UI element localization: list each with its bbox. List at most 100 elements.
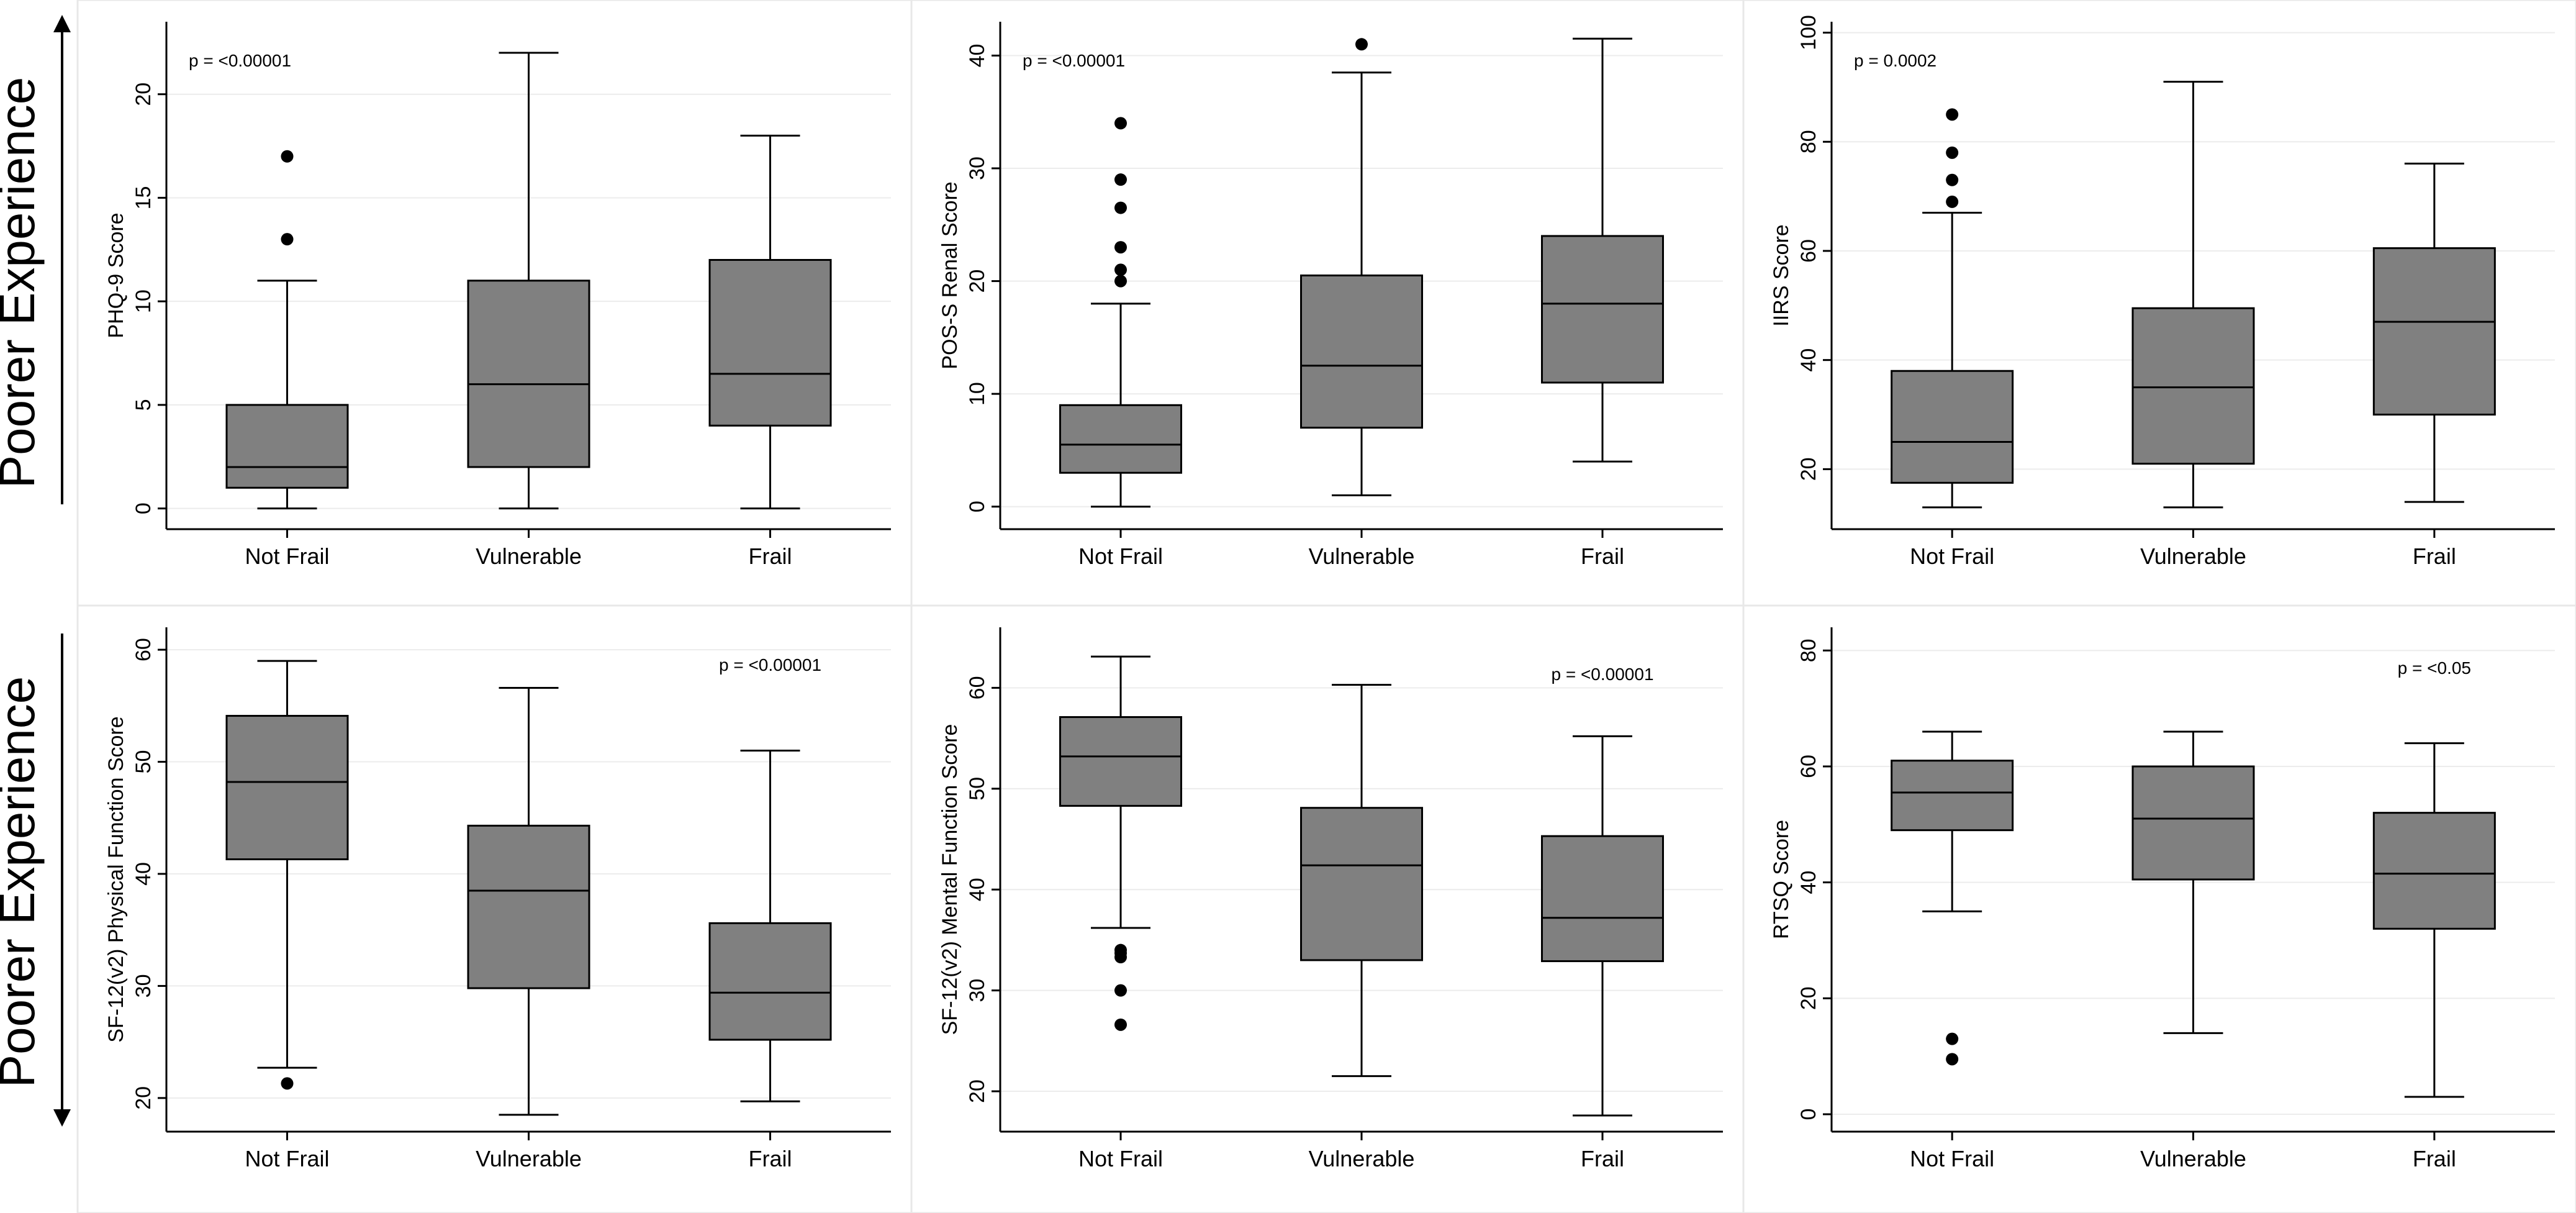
y-tick-label: 50	[965, 777, 989, 801]
x-category-label: Not Frail	[1910, 543, 1994, 569]
outlier-point	[1114, 984, 1127, 997]
y-tick-label: 10	[965, 382, 989, 406]
box-not-frail	[1059, 655, 1182, 1031]
x-category-label: Not Frail	[1910, 1146, 1994, 1171]
box-vulnerable	[1300, 38, 1423, 497]
y-tick-label: 60	[965, 676, 989, 700]
y-tick-label: 40	[132, 862, 155, 886]
box-not-frail	[1891, 108, 2014, 509]
y-tick-label: 40	[965, 44, 989, 68]
x-category-label: Vulnerable	[476, 1146, 582, 1171]
p-value-label: p = <0.00001	[719, 655, 821, 675]
box-not-frail	[225, 660, 349, 1090]
y-axis-title: RTSQ Score	[1769, 820, 1793, 939]
outlier-point	[281, 150, 294, 163]
y-tick-label: 20	[965, 1079, 989, 1103]
iqr-box	[2131, 307, 2255, 465]
box-frail	[2372, 742, 2496, 1098]
outlier-point	[1114, 943, 1127, 956]
side-annotation-bottom: Poorer Experience	[0, 634, 71, 1127]
y-tick-label: 0	[132, 502, 155, 514]
y-tick-label: 30	[132, 974, 155, 998]
y-axis-title: POS-S Renal Score	[938, 181, 962, 369]
y-tick-label: 40	[965, 878, 989, 901]
box-vulnerable	[467, 52, 590, 510]
iqr-box	[1891, 760, 2014, 832]
y-axis-title: IIRS Score	[1769, 224, 1793, 326]
y-tick-label: 80	[1797, 130, 1820, 153]
y-axis-title: SF-12(v2) Mental Function Score	[938, 724, 962, 1035]
x-category-label: Vulnerable	[1309, 1146, 1415, 1171]
box-not-frail	[225, 150, 349, 510]
x-category-label: Not Frail	[245, 543, 329, 569]
iqr-box	[467, 279, 590, 468]
outlier-point	[1114, 201, 1127, 214]
box-vulnerable	[1300, 684, 1423, 1078]
y-tick-label: 5	[132, 399, 155, 411]
chart-panel-6: 0 20 40 60 80 RTSQ Score Not Frail Vulnerable Fr…	[1742, 604, 2576, 1213]
x-category-label: Not Frail	[1078, 543, 1163, 569]
box-not-frail	[1891, 730, 2014, 1066]
y-tick-label: 100	[1797, 15, 1820, 50]
side-label-bottom: Poorer Experience	[0, 676, 45, 1088]
y-tick-label: 20	[1797, 457, 1820, 481]
outlier-point	[1114, 173, 1127, 186]
box-vulnerable	[467, 686, 590, 1116]
y-tick-label: 60	[1797, 755, 1820, 778]
outlier-point	[1114, 241, 1127, 254]
y-tick-label: 80	[1797, 638, 1820, 662]
y-tick-label: 50	[132, 750, 155, 774]
iqr-box	[1541, 835, 1664, 963]
x-category-label: Vulnerable	[476, 543, 582, 569]
box-frail	[708, 134, 832, 510]
x-category-label: Vulnerable	[2140, 1146, 2246, 1171]
x-category-label: Frail	[2413, 1146, 2456, 1171]
x-category-label: Frail	[1581, 543, 1624, 569]
x-category-label: Not Frail	[245, 1146, 329, 1171]
x-category-label: Vulnerable	[2140, 543, 2246, 569]
y-tick-label: 60	[1797, 239, 1820, 263]
iqr-box	[2131, 765, 2255, 881]
iqr-box	[2372, 812, 2496, 930]
y-tick-label: 20	[965, 270, 989, 293]
y-tick-label: 40	[1797, 348, 1820, 372]
box-frail	[1541, 735, 1664, 1117]
iqr-box	[467, 824, 590, 989]
x-category-label: Vulnerable	[1309, 543, 1415, 569]
y-axis-title: PHQ-9 Score	[104, 212, 128, 338]
iqr-box	[1059, 716, 1182, 807]
y-tick-label: 0	[1797, 1109, 1820, 1120]
box-vulnerable	[2131, 81, 2255, 509]
box-frail	[708, 749, 832, 1102]
outlier-point	[1114, 275, 1127, 288]
y-tick-label: 15	[132, 186, 155, 210]
p-value-label: p = <0.00001	[1023, 51, 1125, 70]
iqr-box	[1541, 235, 1664, 384]
outlier-point	[1946, 173, 1959, 186]
x-category-label: Not Frail	[1078, 1146, 1163, 1171]
y-tick-label: 20	[1797, 986, 1820, 1010]
outlier-point	[1114, 1018, 1127, 1031]
iqr-box	[225, 404, 349, 489]
chart-panel-2: 0 10 20 30 40 POS-S Renal Score Not Frail Vulne…	[910, 0, 1745, 607]
outlier-point	[1355, 38, 1368, 51]
chart-panel-4: 20 30 40 50 60 SF-12(v2) Physical Function Sc…	[76, 604, 913, 1213]
outlier-point	[1946, 195, 1959, 208]
chart-panel-3: 20 40 60 80 100 IIRS Score Not Frail Vulnerable…	[1742, 0, 2576, 607]
iqr-box	[1059, 404, 1182, 474]
y-tick-label: 30	[965, 979, 989, 1002]
outlier-point	[281, 1077, 294, 1090]
y-axis-title: SF-12(v2) Physical Function Score	[104, 716, 128, 1042]
outlier-point	[1946, 108, 1959, 121]
x-category-label: Frail	[1581, 1146, 1624, 1171]
panels-container: 0 5 10 15 20 PHQ-9 Score Not Frail Vulnerable Fr…	[76, 0, 2576, 1213]
outlier-point	[1114, 117, 1127, 130]
p-value-label: p = <0.05	[2398, 658, 2471, 678]
outlier-point	[1946, 1053, 1959, 1066]
y-tick-label: 40	[1797, 871, 1820, 894]
box-not-frail	[1059, 117, 1182, 508]
x-category-label: Frail	[749, 543, 792, 569]
side-label-top: Poorer Experience	[0, 77, 45, 489]
